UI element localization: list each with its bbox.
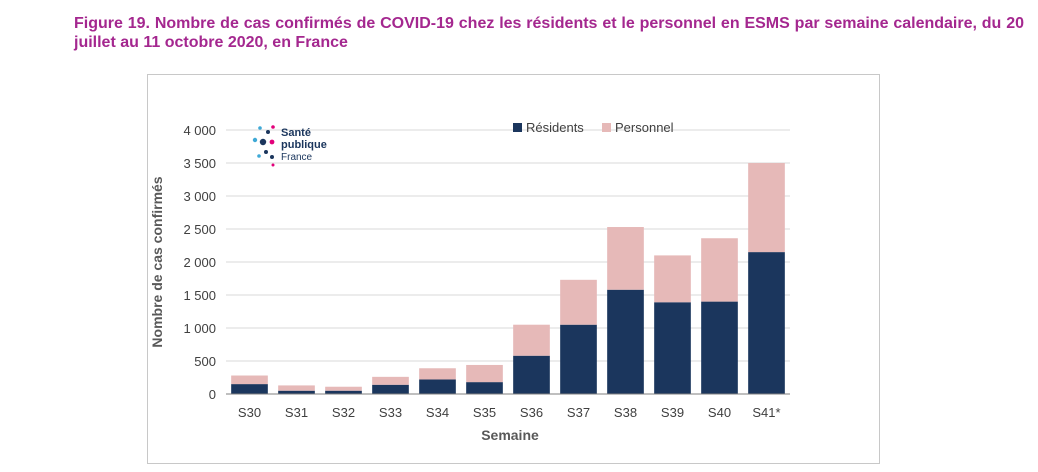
x-tick-labels: S30 S31 S32 S33 S34 S35 S36 S37 S38 S39 S40 S41* [238,405,781,420]
legend-label-personnel: Personnel [615,120,674,135]
x-tick-label: S41* [752,405,780,420]
x-tick-label: S38 [614,405,637,420]
x-tick-label: S39 [661,405,684,420]
y-tick-label: 3 000 [183,189,216,204]
figure-title: Figure 19. Nombre de cas confirmés de CO… [74,15,1024,51]
y-tick-label: 1 000 [183,321,216,336]
y-tick-label: 3 500 [183,156,216,171]
bar-residents [372,384,409,394]
bar-personnel [560,279,597,325]
bar-residents [748,252,785,394]
x-tick-label: S35 [473,405,496,420]
bar-residents [513,355,550,394]
sante-publique-logo: Santé publique France [252,125,327,167]
bar-residents [419,379,456,394]
bar-personnel [325,386,362,391]
x-tick-label: S37 [567,405,590,420]
legend-swatch-residents [513,123,522,132]
x-tick-label: S31 [285,405,308,420]
bar-personnel [701,238,738,302]
bar-personnel [419,368,456,380]
bar-residents [560,324,597,394]
gridlines [226,129,790,362]
x-tick-label: S36 [520,405,543,420]
bar-personnel [748,163,785,253]
legend-label-residents: Résidents [526,120,584,135]
bar-personnel [466,364,503,383]
y-axis-label: Nombre de cas confirmés [149,176,165,347]
bar-personnel [372,376,409,385]
y-tick-labels: 0 500 1 000 1 500 2 000 2 500 3 000 3 500 4 000 [183,123,216,402]
x-tick-label: S34 [426,405,449,420]
bar-personnel [278,385,315,391]
x-tick-label: S30 [238,405,261,420]
x-axis-label: Semaine [481,427,539,443]
bar-residents [231,384,268,394]
y-tick-label: 2 000 [183,255,216,270]
bar-residents [278,390,315,394]
y-tick-label: 4 000 [183,123,216,138]
bars [231,163,785,394]
bar-personnel [654,255,691,303]
y-tick-label: 2 500 [183,222,216,237]
chart-frame [147,74,880,464]
x-tick-label: S32 [332,405,355,420]
bar-residents [701,301,738,394]
logo-text-line3: France [281,152,313,163]
x-tick-label: S33 [379,405,402,420]
x-tick-label: S40 [708,405,731,420]
legend: Résidents Personnel [513,120,674,135]
logo-dots-icon [252,125,275,167]
y-tick-label: 500 [194,354,216,369]
bar-residents [325,390,362,394]
logo-text-line1: Santé [281,127,311,139]
bar-personnel [513,324,550,356]
bar-residents [607,289,644,394]
legend-swatch-personnel [602,123,611,132]
bar-personnel [607,227,644,290]
bar-personnel [231,375,268,385]
y-tick-label: 1 500 [183,288,216,303]
logo-text-line2: publique [281,139,327,151]
bar-residents [654,302,691,394]
y-tick-label: 0 [209,387,216,402]
bar-residents [466,382,503,394]
